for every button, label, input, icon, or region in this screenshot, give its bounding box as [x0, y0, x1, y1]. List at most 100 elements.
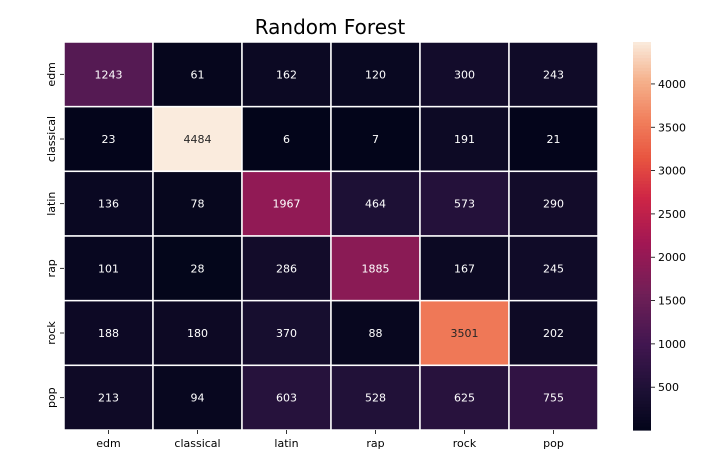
colorbar-segment — [633, 410, 651, 415]
colorbar-segment — [633, 197, 651, 202]
heatmap-cell-pop-edm — [63, 364, 154, 431]
colorbar-segment — [633, 310, 651, 315]
cell-value-label: 1243 — [95, 68, 123, 81]
colorbar-segment — [633, 93, 651, 98]
colorbar-segment — [633, 381, 651, 386]
colorbar-segment — [633, 271, 651, 276]
colorbar-segment — [633, 129, 651, 134]
colorbar-segment — [633, 161, 651, 166]
colorbar-segment — [633, 355, 651, 360]
colorbar-segment — [633, 339, 651, 344]
cell-value-label: 464 — [365, 198, 386, 211]
colorbar-segment — [633, 100, 651, 105]
colorbar-tick-label: 4000 — [658, 78, 686, 91]
x-tick-label-rock: rock — [453, 437, 477, 450]
colorbar-segment — [633, 391, 651, 396]
colorbar-segment — [633, 268, 651, 273]
colorbar-segment — [633, 155, 651, 159]
colorbar-segment — [633, 404, 651, 408]
y-tick-label-pop: pop — [45, 387, 58, 408]
cell-value-label: 370 — [276, 327, 297, 340]
colorbar-segment — [633, 378, 651, 383]
colorbar-segment — [633, 168, 651, 172]
colorbar-segment — [633, 45, 651, 50]
colorbar-segment — [633, 323, 651, 328]
colorbar-segment — [633, 394, 651, 399]
colorbar-segment — [633, 145, 651, 150]
cell-value-label: 28 — [191, 262, 205, 275]
heatmap-cell-rap-rock — [419, 235, 510, 302]
colorbar-segment — [633, 87, 651, 92]
cell-value-label: 180 — [187, 327, 208, 340]
heatmap-cell-classical-pop — [508, 105, 599, 173]
x-tick-label-latin: latin — [274, 437, 298, 450]
colorbar-segment — [633, 365, 651, 370]
cell-value-label: 290 — [543, 198, 564, 211]
colorbar-tick-label: 1500 — [658, 295, 686, 308]
colorbar-segment — [633, 229, 651, 234]
cell-value-label: 4484 — [184, 133, 212, 146]
cell-value-label: 94 — [191, 392, 205, 405]
colorbar-segment — [633, 342, 651, 347]
colorbar-segment — [633, 236, 651, 240]
cell-value-label: 573 — [454, 198, 475, 211]
colorbar-segment — [633, 371, 651, 376]
colorbar-segment — [633, 316, 651, 321]
colorbar-segment — [633, 239, 651, 244]
cell-value-label: 3501 — [451, 327, 479, 340]
colorbar-segment — [633, 290, 651, 295]
colorbar-segment — [633, 42, 651, 46]
cell-value-label: 213 — [98, 392, 119, 405]
colorbar-segment — [633, 184, 651, 189]
chart-title: Random Forest — [255, 15, 406, 39]
colorbar-segment — [633, 106, 651, 111]
heatmap-cell-latin-classical — [152, 170, 243, 237]
colorbar-segment — [633, 223, 651, 227]
colorbar-segment — [633, 139, 651, 143]
colorbar-segment — [633, 345, 651, 350]
cell-value-label: 21 — [547, 133, 561, 146]
cell-value-label: 603 — [276, 392, 297, 405]
colorbar-segment — [633, 226, 651, 231]
colorbar-segment — [633, 358, 651, 363]
colorbar-segment — [633, 278, 651, 282]
colorbar-segment — [633, 375, 651, 379]
heatmap-cell-rap-latin — [241, 235, 332, 302]
colorbar-segment — [633, 116, 651, 121]
cell-value-label: 188 — [98, 327, 119, 340]
colorbar-segment — [633, 77, 651, 82]
colorbar-segment — [633, 213, 651, 218]
colorbar-segment — [633, 48, 651, 53]
heatmap-cell-rock-rock — [419, 299, 510, 367]
heatmap-cell-latin-rap — [330, 170, 421, 237]
heatmap-cell-latin-rock — [419, 170, 510, 237]
colorbar-segment — [633, 80, 651, 85]
colorbar-segment — [633, 420, 651, 425]
colorbar-tick-label: 500 — [658, 381, 679, 394]
colorbar-segment — [633, 303, 651, 308]
colorbar-segment — [633, 58, 651, 62]
cell-value-label: 61 — [191, 68, 205, 81]
colorbar-segment — [633, 84, 651, 88]
colorbar-segment — [633, 329, 651, 334]
heatmap-cell-rap-edm — [63, 235, 154, 302]
cell-value-label: 6 — [283, 133, 290, 146]
y-tick-label-latin: latin — [45, 192, 58, 216]
x-tick-label-edm: edm — [96, 437, 120, 450]
colorbar-segment — [633, 352, 651, 357]
colorbar-segment — [633, 164, 651, 169]
cell-value-label: 136 — [98, 198, 119, 211]
colorbar-segment — [633, 297, 651, 302]
cell-value-label: 23 — [102, 133, 116, 146]
heatmap-cell-edm-pop — [508, 41, 599, 108]
cell-value-label: 245 — [543, 262, 564, 275]
colorbar-segment — [633, 307, 651, 311]
cell-value-label: 286 — [276, 262, 297, 275]
heatmap-cell-edm-classical — [152, 41, 243, 108]
colorbar-segment — [633, 313, 651, 318]
cell-value-label: 101 — [98, 262, 119, 275]
colorbar-segment — [633, 219, 651, 224]
cell-value-label: 755 — [543, 392, 564, 405]
colorbar-segment — [633, 148, 651, 153]
